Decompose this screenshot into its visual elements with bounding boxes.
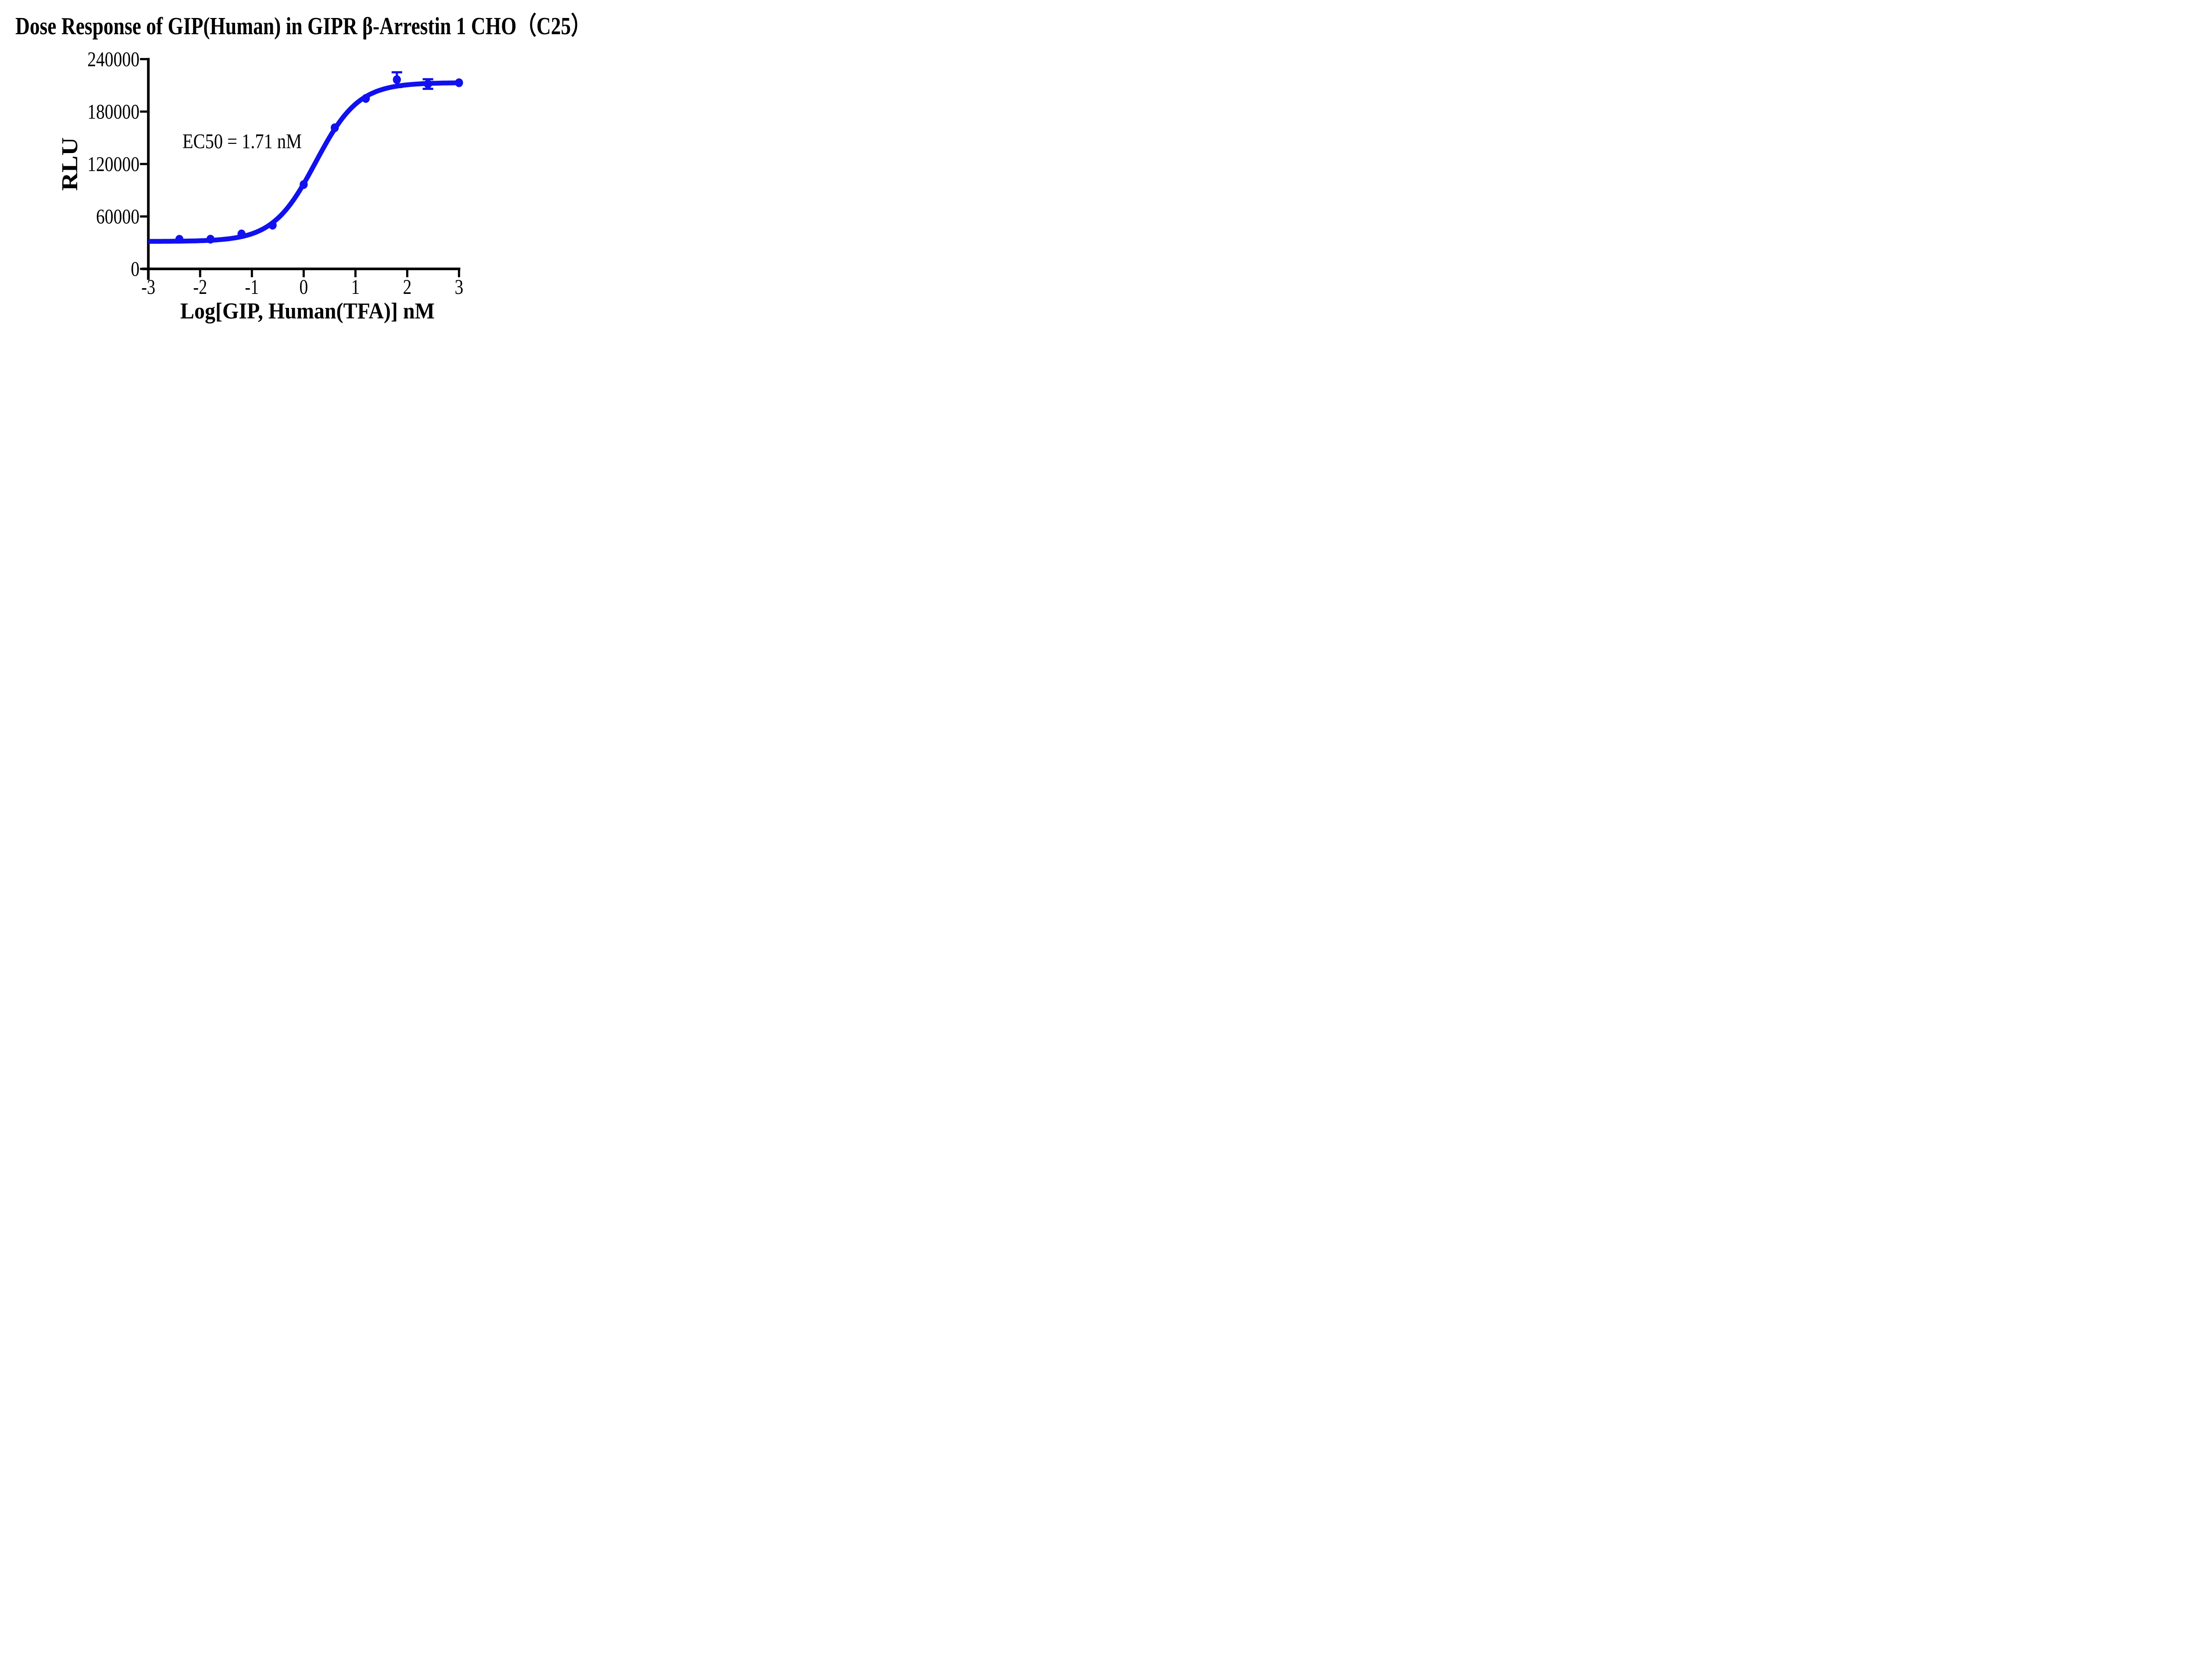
chart-layer: 0 60000 120000 180000 240000 -3 -2 -1 0 1 2 3 [87,48,463,299]
data-point [206,235,215,244]
x-tick-label: 2 [403,275,412,299]
data-point [455,78,463,87]
y-tick-label: 60000 [96,205,139,228]
data-point [424,79,432,89]
data-point [300,180,308,189]
dose-response-figure: 0 60000 120000 180000 240000 -3 -2 -1 0 1 2 3 Dose … [0,0,607,336]
x-tick-label: -1 [245,275,259,299]
data-point [237,229,246,239]
dose-response-chart: 0 60000 120000 180000 240000 -3 -2 -1 0 1 2 3 Dose … [15,12,591,324]
data-point [393,75,401,84]
data-point [268,221,277,230]
data-point [331,123,339,132]
y-axis-title: RLU [57,137,82,191]
data-point [175,235,184,244]
x-tick-label: 0 [299,275,308,299]
y-tick-label: 0 [131,257,139,281]
x-tick-label: 1 [351,275,360,299]
data-point [361,94,370,103]
x-tick-label: 3 [455,275,464,299]
y-tick-label: 240000 [87,48,139,71]
x-tick-label: -2 [193,275,207,299]
ec50-annotation: EC50 = 1.71 nM [182,130,302,153]
x-tick-label: -3 [141,275,155,299]
y-tick-label: 180000 [87,100,139,123]
chart-title: Dose Response of GIP(Human) in GIPR β-Ar… [15,12,591,40]
x-axis-title: Log[GIP, Human(TFA)] nM [180,299,435,324]
fit-curve [148,80,459,244]
y-tick-label: 120000 [87,153,139,176]
